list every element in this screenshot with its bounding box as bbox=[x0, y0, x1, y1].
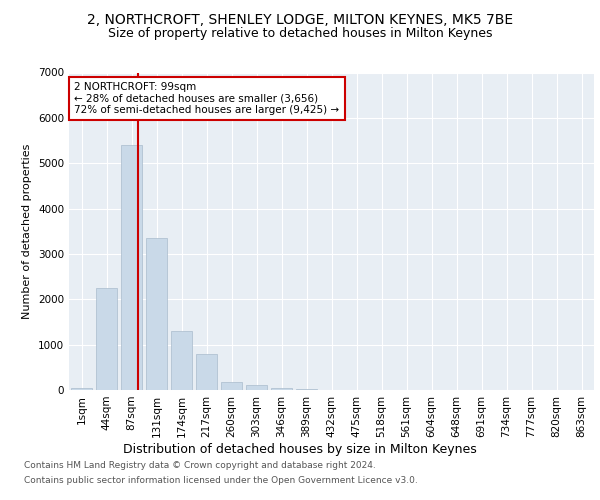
Text: Size of property relative to detached houses in Milton Keynes: Size of property relative to detached ho… bbox=[108, 28, 492, 40]
Text: Contains HM Land Registry data © Crown copyright and database right 2024.: Contains HM Land Registry data © Crown c… bbox=[24, 461, 376, 470]
Y-axis label: Number of detached properties: Number of detached properties bbox=[22, 144, 32, 319]
Text: 2 NORTHCROFT: 99sqm
← 28% of detached houses are smaller (3,656)
72% of semi-det: 2 NORTHCROFT: 99sqm ← 28% of detached ho… bbox=[74, 82, 340, 115]
Bar bbox=[271, 388, 292, 390]
Text: Contains public sector information licensed under the Open Government Licence v3: Contains public sector information licen… bbox=[24, 476, 418, 485]
Bar bbox=[71, 388, 92, 390]
Bar bbox=[171, 331, 192, 390]
Text: Distribution of detached houses by size in Milton Keynes: Distribution of detached houses by size … bbox=[123, 442, 477, 456]
Bar bbox=[121, 145, 142, 390]
Bar bbox=[96, 288, 117, 390]
Bar bbox=[146, 238, 167, 390]
Bar bbox=[246, 386, 267, 390]
Text: 2, NORTHCROFT, SHENLEY LODGE, MILTON KEYNES, MK5 7BE: 2, NORTHCROFT, SHENLEY LODGE, MILTON KEY… bbox=[87, 12, 513, 26]
Bar bbox=[196, 354, 217, 390]
Bar bbox=[221, 382, 242, 390]
